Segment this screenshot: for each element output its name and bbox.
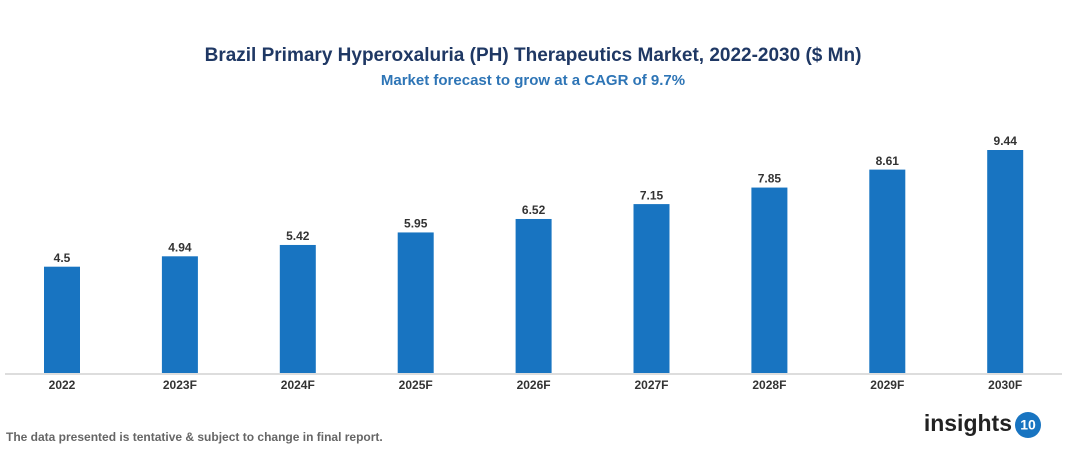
x-tick-label: 2029F (870, 378, 904, 392)
bar (397, 232, 434, 373)
bar (869, 169, 906, 373)
logo-badge (1015, 412, 1041, 438)
value-label: 4.5 (54, 251, 71, 265)
x-tick-label: 2028F (752, 378, 786, 392)
x-tick-label: 2027F (634, 378, 668, 392)
value-label: 7.85 (758, 172, 782, 186)
value-label: 4.94 (168, 240, 192, 254)
value-label: 5.42 (286, 229, 310, 243)
value-label: 5.95 (404, 217, 428, 231)
x-tick-label: 2025F (399, 378, 433, 392)
bar (279, 244, 316, 373)
x-tick-label: 2026F (517, 378, 551, 392)
chart-subtitle: Market forecast to grow at a CAGR of 9.7… (381, 72, 685, 89)
value-label: 9.44 (994, 134, 1018, 148)
chart-title: Brazil Primary Hyperoxaluria (PH) Therap… (205, 45, 862, 66)
bar (515, 218, 552, 373)
x-tick-label: 2023F (163, 378, 197, 392)
footnote: The data presented is tentative & subjec… (6, 430, 383, 444)
bar (44, 266, 80, 373)
value-label: 6.52 (522, 203, 546, 217)
bar (633, 204, 670, 373)
bar (161, 256, 198, 373)
bar (751, 187, 788, 373)
logo-badge-text: 10 (1020, 417, 1036, 433)
x-tick-label: 2030F (988, 378, 1022, 392)
bar (987, 150, 1024, 373)
x-tick-label: 2024F (281, 378, 315, 392)
logo-text: insights (924, 410, 1012, 436)
value-label: 7.15 (640, 188, 664, 202)
x-tick-label: 2022 (49, 378, 76, 392)
value-label: 8.61 (876, 154, 900, 168)
